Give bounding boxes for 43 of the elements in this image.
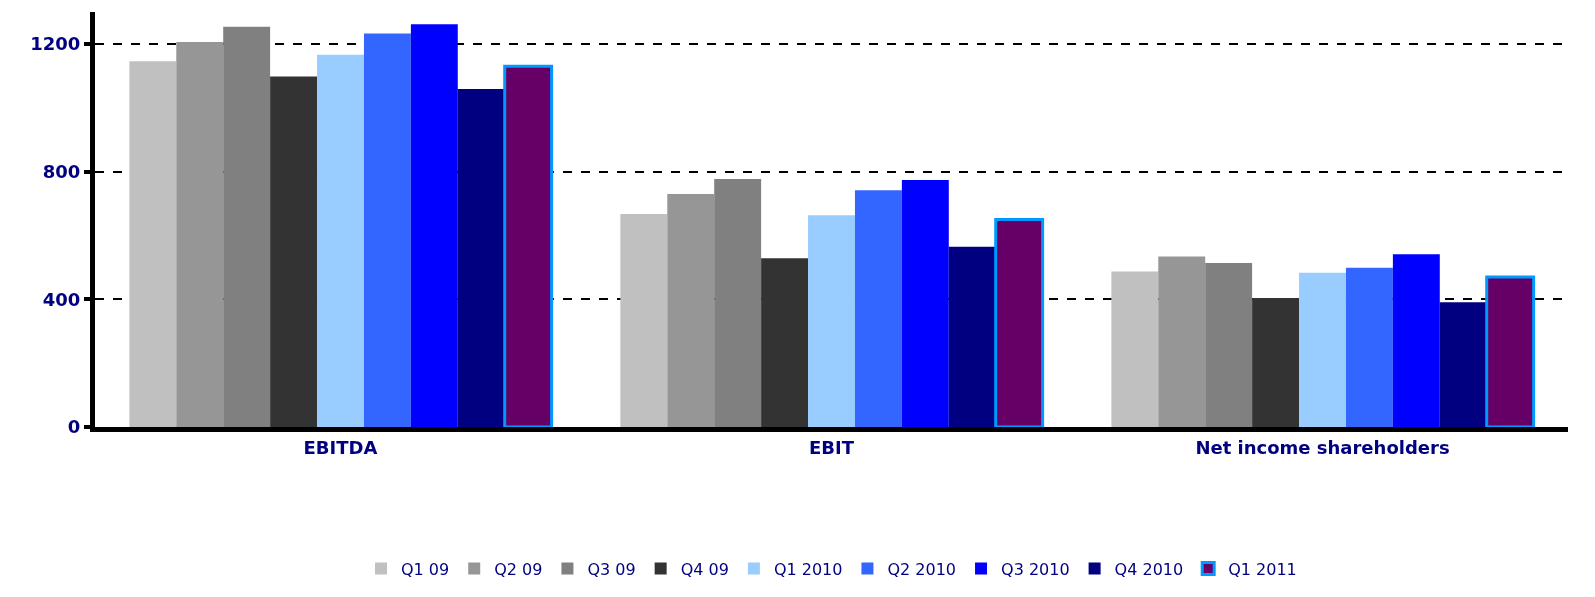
- bar: [667, 193, 715, 427]
- bar: [1345, 267, 1393, 427]
- legend-label: Q1 2011: [1228, 559, 1297, 579]
- x-tick-label: EBITDA: [303, 436, 378, 458]
- bar: [176, 42, 224, 427]
- bar: [457, 88, 505, 427]
- legend-label: Q3 2010: [1001, 559, 1070, 579]
- bar: [761, 258, 809, 427]
- legend-label: Q4 09: [680, 559, 729, 579]
- legend-label: Q2 09: [494, 559, 543, 579]
- y-tick-label: 1200: [30, 33, 81, 55]
- y-tick-label: 0: [67, 416, 81, 438]
- bar: [808, 215, 855, 427]
- bar: [1252, 298, 1300, 427]
- bar: [317, 54, 364, 427]
- x-tick-label: Net income shareholders: [1195, 436, 1450, 458]
- legend-label: Q3 09: [587, 559, 636, 579]
- bar: [1111, 271, 1159, 427]
- bar: [1158, 256, 1206, 427]
- bar: [948, 246, 996, 427]
- bar: [410, 24, 458, 427]
- bar: [1205, 262, 1253, 427]
- bar: [901, 179, 949, 427]
- bar: [363, 33, 411, 427]
- bar: [129, 61, 177, 427]
- legend-label: Q1 2010: [773, 559, 843, 579]
- bar: [714, 178, 762, 427]
- x-tick-label: EBIT: [809, 436, 855, 458]
- legend-label: Q1 09: [401, 559, 450, 579]
- y-tick-label: 800: [42, 160, 81, 182]
- y-tick-label: 400: [42, 288, 81, 310]
- legend-label: Q4 2010: [1114, 559, 1184, 579]
- bar: [620, 214, 668, 427]
- bar: [854, 190, 902, 427]
- bar: [503, 64, 554, 427]
- bar: [223, 26, 271, 427]
- bar: [1439, 302, 1487, 427]
- bar: [994, 218, 1045, 427]
- bar: [1299, 272, 1346, 427]
- bar: [1392, 254, 1440, 427]
- bar: [270, 76, 318, 427]
- legend-label: Q2 2010: [887, 559, 957, 579]
- bar: [1485, 275, 1536, 427]
